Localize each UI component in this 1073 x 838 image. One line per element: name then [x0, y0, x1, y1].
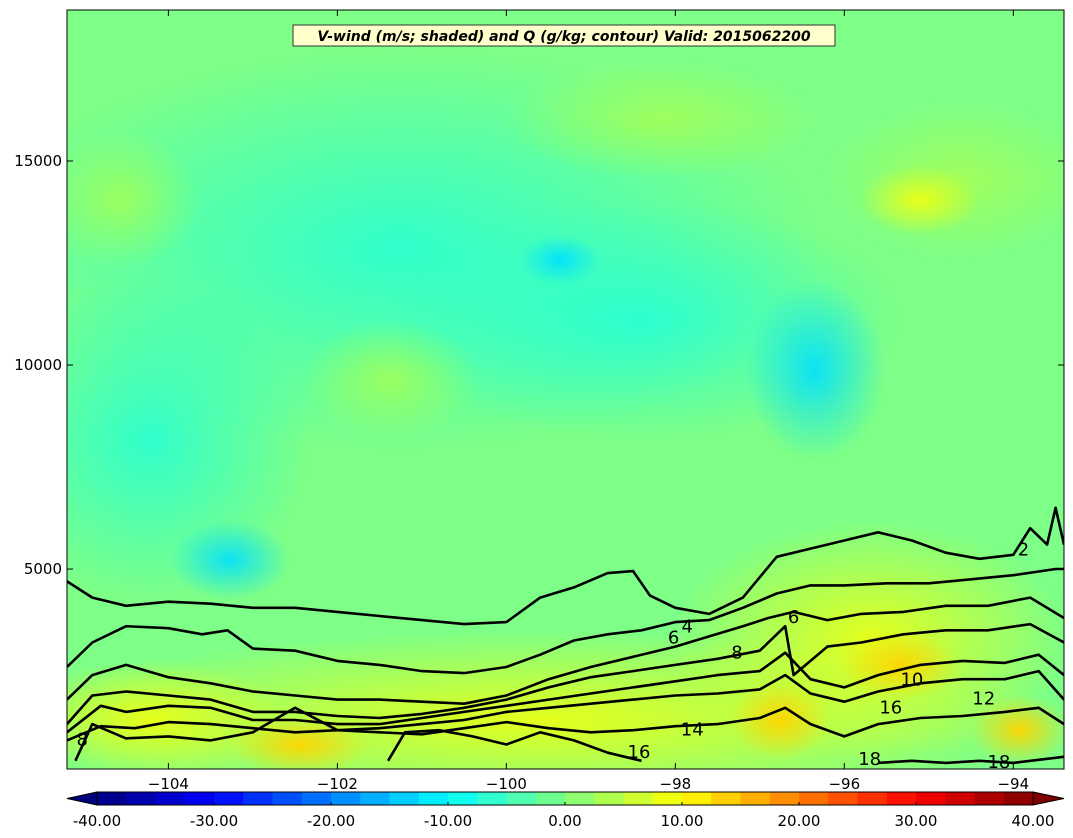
colorbar-segment	[886, 792, 917, 805]
colorbar-segment	[155, 792, 186, 805]
colorbar-segment	[243, 792, 273, 805]
field-region-yellow	[860, 165, 980, 235]
colorbar-extend-low	[66, 791, 98, 806]
colorbar-segment	[272, 792, 303, 805]
colorbar-segment	[97, 792, 127, 805]
field-region-green	[300, 320, 480, 440]
colorbar-tick-label: 30.00	[895, 812, 938, 830]
y-tick-label: 5000	[24, 560, 62, 578]
q-contour-label: 6	[668, 627, 679, 648]
title-box-frame	[292, 24, 836, 47]
q-contour-18	[878, 755, 1064, 765]
colorbar-segment	[506, 792, 537, 805]
q-contour-6	[67, 596, 1064, 705]
colorbar-segment	[214, 792, 244, 805]
colorbar-tick-label: -30.00	[190, 812, 238, 830]
colorbar-segment	[652, 792, 683, 805]
colorbar-segment	[477, 792, 507, 805]
q-contour-label: 8	[76, 729, 87, 750]
colorbar-segment	[945, 792, 975, 805]
field-region-cyan	[67, 280, 310, 600]
colorbar-segment	[331, 792, 361, 805]
title-box: V-wind (m/s; shaded) and Q (g/kg; contou…	[292, 24, 836, 47]
chart-title: V-wind (m/s; shaded) and Q (g/kg; contou…	[317, 29, 810, 45]
colorbar-segment	[740, 792, 771, 805]
field-region-blue	[520, 235, 600, 285]
colorbar-segment	[418, 792, 449, 805]
colorbar-segment	[184, 792, 215, 805]
q-contour-8	[67, 622, 1064, 725]
field-region-green	[500, 60, 820, 180]
field-region-blue	[170, 520, 290, 600]
y-axis: 5000 10000 15000	[14, 152, 1064, 578]
colorbar-segment	[828, 792, 858, 805]
y-tick-label: 15000	[14, 152, 62, 170]
field-region-blue	[745, 280, 885, 460]
q-contour-14	[74, 706, 1064, 762]
colorbar-tick-label: 0.00	[548, 812, 581, 830]
colorbar-segment	[594, 792, 624, 805]
colorbar: -40.00 -30.00 -20.00 -10.00 0.00 10.00 20.00 30…	[66, 791, 1065, 830]
field-blobs	[67, 50, 1064, 769]
field-region-orange	[730, 680, 830, 760]
q-contour-label: 2	[1018, 540, 1029, 561]
colorbar-tick-label: 40.00	[1012, 812, 1055, 830]
q-contours	[67, 506, 1064, 765]
x-axis: −104 −102 −100 −98 −96 −94	[148, 10, 1029, 793]
q-contour-16	[386, 728, 642, 763]
colorbar-segment	[623, 792, 654, 805]
colorbar-tick-label: 10.00	[661, 812, 704, 830]
x-tick-label: −100	[486, 775, 527, 793]
x-tick-label: −94	[997, 775, 1029, 793]
colorbar-segment	[857, 792, 888, 805]
x-tick-label: −102	[317, 775, 358, 793]
x-tick-label: −104	[148, 775, 189, 793]
colorbar-segment	[1003, 792, 1034, 805]
colorbar-extend-high	[1032, 791, 1065, 806]
q-contour-label: 18	[858, 749, 881, 770]
colorbar-segment	[769, 792, 800, 805]
q-contour-label: 6	[788, 607, 799, 628]
q-contour-label: 16	[879, 698, 902, 719]
colorbar-segment	[301, 792, 332, 805]
colorbar-segment	[389, 792, 420, 805]
field-region-green	[67, 130, 200, 270]
colorbar-segment	[126, 792, 156, 805]
q-contour-12	[67, 669, 1064, 742]
colorbar-tick-label: -40.00	[73, 812, 121, 830]
x-tick-label: −98	[660, 775, 692, 793]
colorbar-segment	[974, 792, 1005, 805]
colorbar-tick-label: -20.00	[307, 812, 355, 830]
colorbar-segment	[799, 792, 829, 805]
colorbar-segment	[682, 792, 712, 805]
q-contour-label: 10	[900, 669, 923, 690]
colorbar-segment	[916, 792, 946, 805]
colorbar-segment	[535, 792, 566, 805]
q-contour-label: 8	[731, 642, 742, 663]
q-contour-label: 16	[628, 742, 651, 763]
colorbar-segment	[565, 792, 595, 805]
x-tick-label: −96	[828, 775, 860, 793]
colorbar-tick-label: 20.00	[778, 812, 821, 830]
q-contour-10	[67, 651, 1064, 734]
y-tick-label: 10000	[14, 356, 62, 374]
colorbar-segment	[711, 792, 741, 805]
q-contour-label: 14	[681, 720, 704, 741]
q-contour-label: 18	[987, 752, 1010, 773]
q-contour-label: 4	[681, 617, 692, 638]
colorbar-tick-label: -10.00	[424, 812, 472, 830]
colorbar-segment	[448, 792, 478, 805]
q-contour-label: 12	[972, 689, 995, 710]
q-contour-2	[67, 506, 1064, 626]
q-contour-4	[67, 567, 1064, 675]
colorbar-segment	[360, 792, 390, 805]
plot-frame	[66, 9, 1065, 770]
